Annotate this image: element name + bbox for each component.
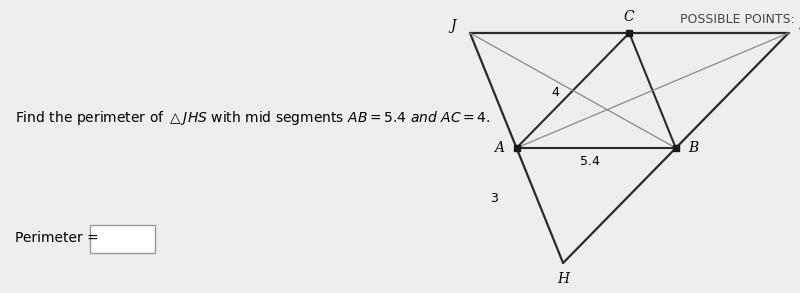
Text: A: A: [494, 141, 504, 155]
Text: B: B: [688, 141, 698, 155]
Text: 4: 4: [552, 86, 560, 99]
Text: 3: 3: [490, 192, 498, 205]
Text: S: S: [798, 19, 800, 33]
Text: H: H: [557, 272, 569, 286]
Text: J: J: [450, 19, 456, 33]
Text: Perimeter =: Perimeter =: [15, 231, 98, 245]
Text: Find the perimeter of $\triangle JHS$ with mid segments $AB = 5.4$ $and$ $AC = 4: Find the perimeter of $\triangle JHS$ wi…: [15, 109, 490, 127]
FancyBboxPatch shape: [90, 225, 155, 253]
Text: 5.4: 5.4: [580, 155, 600, 168]
Text: C: C: [624, 10, 634, 24]
Text: POSSIBLE POINTS:: POSSIBLE POINTS:: [680, 13, 795, 26]
